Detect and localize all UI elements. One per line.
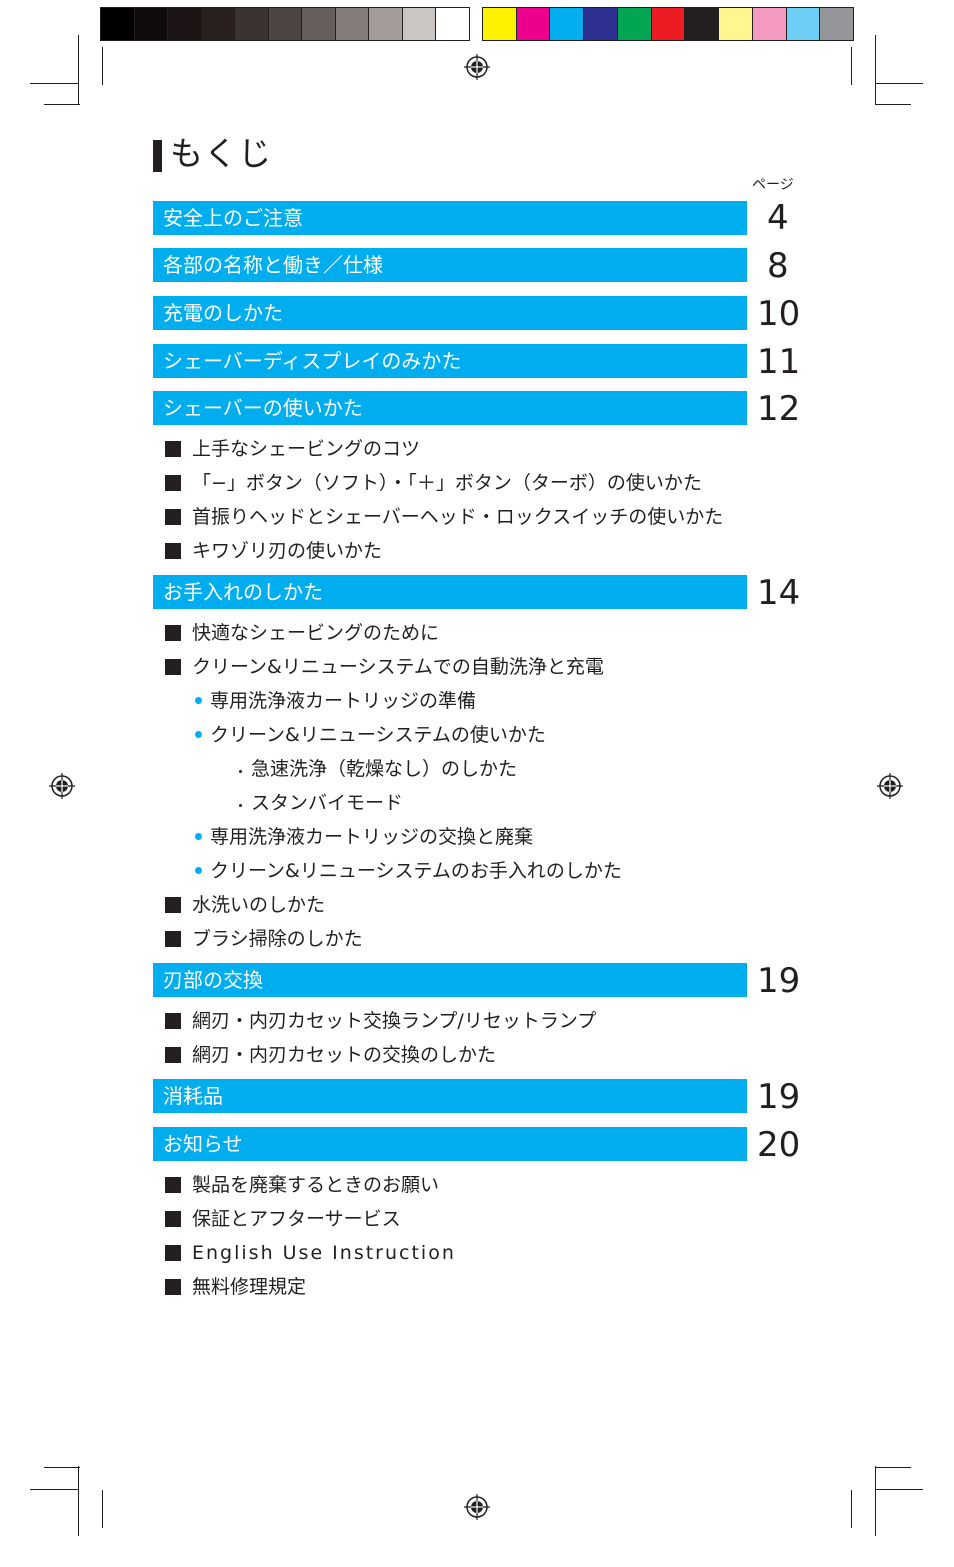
toc-item[interactable]: 製品を廃棄するときのお願い — [192, 1174, 440, 1196]
toc-section-charging[interactable]: 充電のしかた — [153, 296, 747, 330]
toc-subsubitem[interactable]: スタンバイモード — [251, 792, 404, 814]
color-swatch — [516, 8, 551, 40]
gray-swatch — [235, 8, 269, 40]
gray-swatch — [436, 8, 470, 40]
toc-item[interactable]: 「−」ボタン（ソフト）・「＋」ボタン（ターボ）の使いかた — [192, 472, 702, 494]
page-column-label: ページ — [752, 177, 794, 193]
toc-section-blade-replacement[interactable]: 刃部の交換 — [153, 963, 747, 997]
toc-item[interactable]: 水洗いのしかた — [192, 894, 326, 916]
blue-dot-bullet-icon — [195, 697, 202, 704]
toc-item[interactable]: 上手なシェービングのコツ — [192, 438, 421, 460]
gray-swatch — [134, 8, 169, 40]
toc-item[interactable]: 網刃・内刃カセットの交換のしかた — [192, 1044, 497, 1066]
square-bullet-icon — [165, 625, 181, 641]
square-bullet-icon — [165, 1047, 181, 1063]
blue-dot-bullet-icon — [195, 731, 202, 738]
gray-swatch — [335, 8, 370, 40]
square-bullet-icon — [165, 1177, 181, 1193]
toc-item[interactable]: ブラシ掃除のしかた — [192, 928, 363, 950]
registration-mark-icon — [877, 773, 903, 799]
toc-section-usage[interactable]: シェーバーの使いかた — [153, 391, 747, 425]
toc-subitem[interactable]: 専用洗浄液カートリッジの準備 — [210, 690, 477, 712]
color-swatch — [820, 8, 854, 40]
square-bullet-icon — [165, 475, 181, 491]
page-title: もくじ — [170, 134, 272, 173]
square-bullet-icon — [165, 1013, 181, 1029]
toc-page-number: 14 — [757, 573, 801, 613]
square-bullet-icon — [165, 897, 181, 913]
toc-page-number: 10 — [757, 294, 801, 334]
toc-section-notices[interactable]: お知らせ — [153, 1127, 747, 1161]
square-bullet-icon — [165, 1245, 181, 1261]
square-bullet-icon — [165, 1211, 181, 1227]
dot-bullet-icon — [239, 804, 242, 807]
registration-mark-icon — [464, 54, 490, 80]
toc-subitem[interactable]: クリーン&リニューシステムの使いかた — [210, 724, 546, 746]
color-swatch — [584, 8, 618, 40]
toc-section-consumables[interactable]: 消耗品 — [153, 1079, 747, 1113]
toc-section-parts[interactable]: 各部の名称と働き／仕様 — [153, 248, 747, 282]
toc-item[interactable]: クリーン&リニューシステムでの自動洗浄と充電 — [192, 656, 604, 678]
toc-page-number: 11 — [757, 342, 801, 382]
color-swatch — [786, 8, 821, 40]
gray-swatch — [402, 8, 437, 40]
toc-page-number: 20 — [757, 1125, 801, 1165]
gray-swatch — [302, 8, 336, 40]
color-swatch — [685, 8, 720, 40]
toc-page-number: 12 — [757, 389, 801, 429]
toc-item[interactable]: English Use Instruction — [192, 1242, 456, 1264]
color-swatch — [651, 8, 686, 40]
color-swatch — [617, 8, 652, 40]
color-swatch — [719, 8, 753, 40]
registration-mark-icon — [49, 773, 75, 799]
color-swatch — [483, 8, 517, 40]
toc-item[interactable]: 保証とアフターサービス — [192, 1208, 401, 1230]
gray-swatch — [168, 8, 202, 40]
square-bullet-icon — [165, 659, 181, 675]
toc-page-number: 19 — [757, 961, 801, 1001]
dot-bullet-icon — [239, 770, 242, 773]
registration-mark-icon — [464, 1494, 490, 1520]
toc-item[interactable]: 網刃・内刃カセット交換ランプ/リセットランプ — [192, 1010, 597, 1032]
toc-subitem[interactable]: 専用洗浄液カートリッジの交換と廃棄 — [210, 826, 534, 848]
toc-item[interactable]: 快適なシェービングのために — [192, 622, 440, 644]
process-color-bar — [482, 7, 854, 41]
square-bullet-icon — [165, 1279, 181, 1295]
toc-page-number: 8 — [767, 246, 789, 286]
grayscale-color-bar — [100, 7, 470, 41]
gray-swatch — [101, 8, 135, 40]
toc-item[interactable]: 首振りヘッドとシェーバーヘッド・ロックスイッチの使いかた — [192, 506, 724, 528]
square-bullet-icon — [165, 543, 181, 559]
title-marker — [153, 140, 162, 172]
blue-dot-bullet-icon — [195, 867, 202, 874]
toc-section-safety[interactable]: 安全上のご注意 — [153, 201, 747, 235]
toc-page-number: 4 — [767, 198, 789, 238]
toc-subitem[interactable]: クリーン&リニューシステムのお手入れのしかた — [210, 860, 622, 882]
gray-swatch — [268, 8, 303, 40]
blue-dot-bullet-icon — [195, 833, 202, 840]
color-swatch — [550, 8, 585, 40]
toc-page-number: 19 — [757, 1077, 801, 1117]
toc-item[interactable]: 無料修理規定 — [192, 1276, 307, 1298]
toc-subsubitem[interactable]: 急速洗浄（乾燥なし）のしかた — [251, 758, 518, 780]
toc-section-display[interactable]: シェーバーディスプレイのみかた — [153, 344, 747, 378]
square-bullet-icon — [165, 441, 181, 457]
gray-swatch — [369, 8, 403, 40]
toc-section-care[interactable]: お手入れのしかた — [153, 575, 747, 609]
square-bullet-icon — [165, 931, 181, 947]
square-bullet-icon — [165, 509, 181, 525]
toc-item[interactable]: キワゾリ刃の使いかた — [192, 540, 383, 562]
gray-swatch — [201, 8, 236, 40]
color-swatch — [752, 8, 787, 40]
